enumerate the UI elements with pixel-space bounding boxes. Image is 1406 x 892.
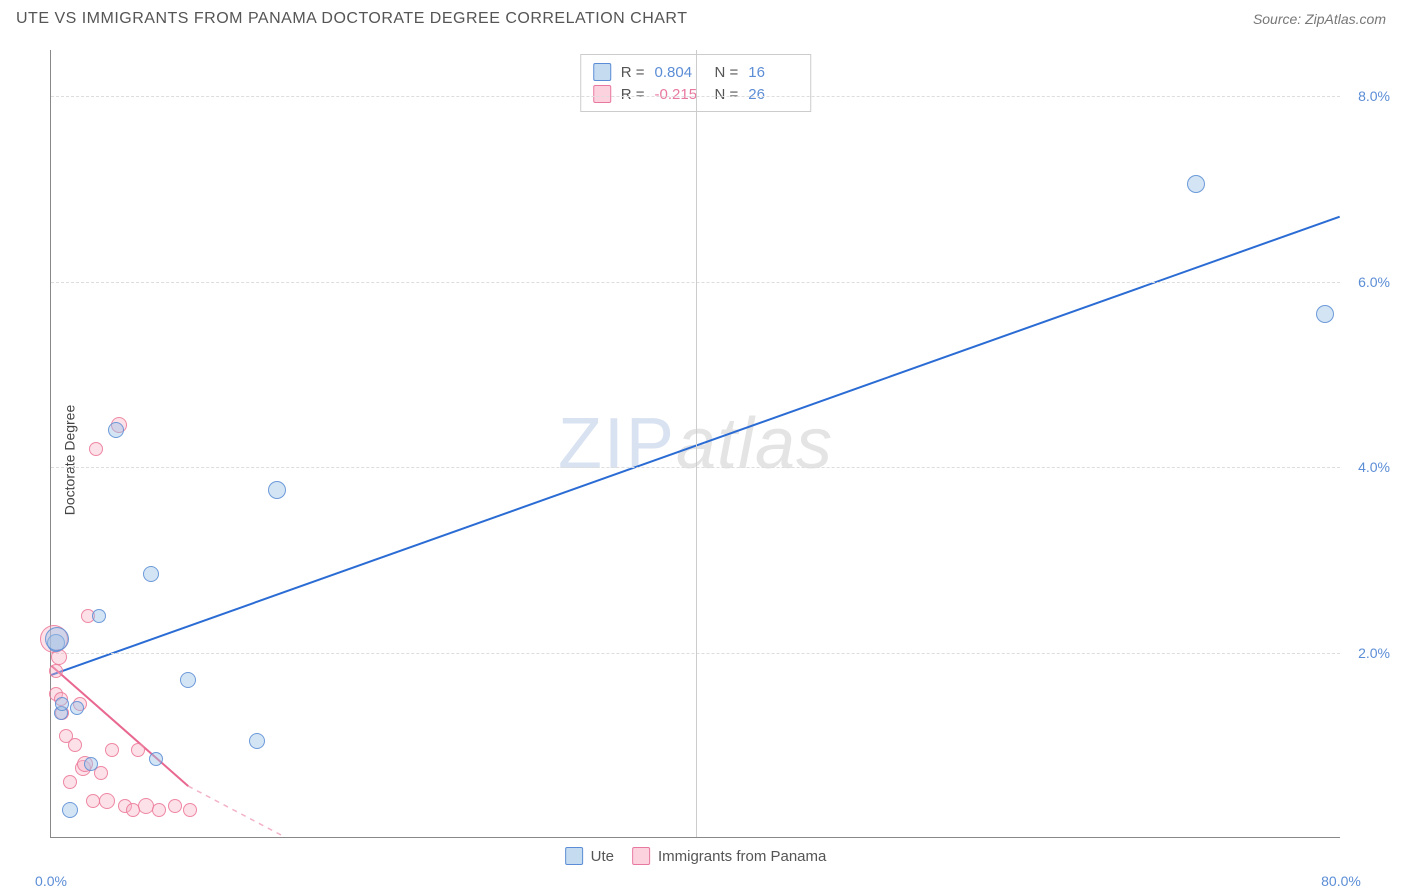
chart-container: Doctorate Degree ZIPatlas R = 0.804 N = …: [50, 50, 1390, 870]
legend-swatch: [593, 63, 611, 81]
scatter-point: [143, 566, 159, 582]
scatter-point: [49, 664, 63, 678]
scatter-point: [183, 803, 197, 817]
watermark-zip: ZIP: [558, 404, 676, 484]
scatter-point: [168, 799, 182, 813]
scatter-point: [70, 701, 84, 715]
scatter-point: [63, 775, 77, 789]
scatter-point: [108, 422, 124, 438]
chart-title: UTE VS IMMIGRANTS FROM PANAMA DOCTORATE …: [16, 10, 687, 28]
scatter-point: [99, 793, 115, 809]
scatter-point: [89, 442, 103, 456]
y-tick-label: 8.0%: [1345, 88, 1390, 104]
legend-r-value: 0.804: [655, 64, 705, 81]
scatter-point: [92, 609, 106, 623]
scatter-point: [249, 733, 265, 749]
scatter-point: [86, 794, 100, 808]
legend-r-value: -0.215: [655, 86, 705, 103]
gridline-v: [696, 50, 697, 837]
legend-series: Ute Immigrants from Panama: [565, 847, 827, 865]
scatter-point: [149, 752, 163, 766]
legend-series-label: Immigrants from Panama: [658, 848, 826, 865]
scatter-point: [84, 757, 98, 771]
watermark-atlas: atlas: [676, 404, 833, 484]
scatter-point: [180, 672, 196, 688]
x-tick-label: 0.0%: [35, 873, 67, 889]
legend-series-item: Immigrants from Panama: [632, 847, 826, 865]
scatter-point: [131, 743, 145, 757]
scatter-point: [1187, 175, 1205, 193]
legend-n-value: 16: [748, 64, 798, 81]
scatter-point: [45, 627, 69, 651]
legend-series-label: Ute: [591, 848, 614, 865]
x-tick-label: 80.0%: [1321, 873, 1361, 889]
scatter-point: [62, 802, 78, 818]
scatter-point: [68, 738, 82, 752]
scatter-point: [268, 481, 286, 499]
y-tick-label: 2.0%: [1345, 645, 1390, 661]
plot-area: ZIPatlas R = 0.804 N = 16 R = -0.215 N =…: [50, 50, 1340, 838]
scatter-point: [152, 803, 166, 817]
scatter-point: [105, 743, 119, 757]
scatter-point: [55, 697, 69, 711]
legend-swatch: [565, 847, 583, 865]
scatter-point: [1316, 305, 1334, 323]
legend-swatch: [593, 85, 611, 103]
legend-n-label: N =: [715, 64, 739, 81]
source-attribution: Source: ZipAtlas.com: [1253, 11, 1386, 27]
legend-series-item: Ute: [565, 847, 614, 865]
legend-r-label: R =: [621, 64, 645, 81]
legend-swatch: [632, 847, 650, 865]
y-tick-label: 4.0%: [1345, 459, 1390, 475]
y-tick-label: 6.0%: [1345, 274, 1390, 290]
legend-n-value: 26: [748, 86, 798, 103]
legend-r-label: R =: [621, 86, 645, 103]
legend-n-label: N =: [715, 86, 739, 103]
